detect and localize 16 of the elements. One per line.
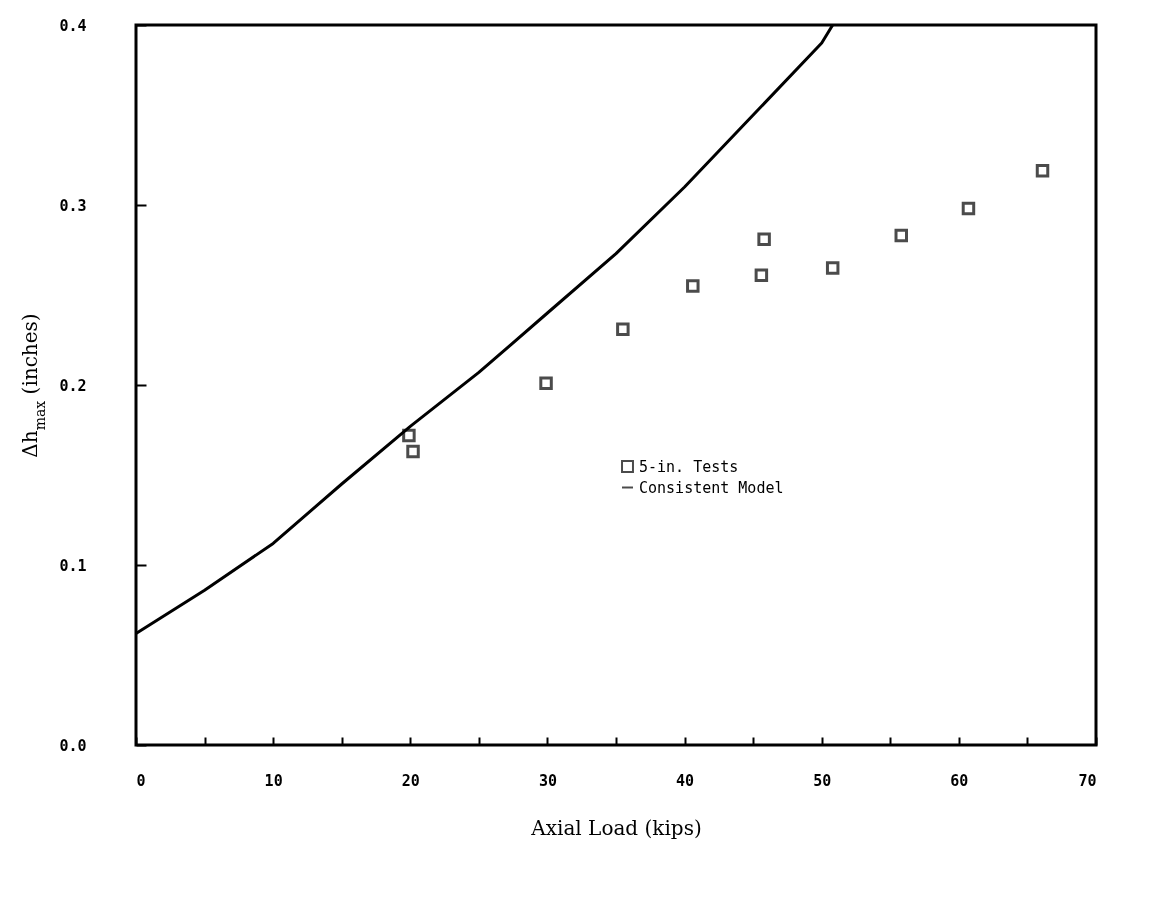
x-tick-label: 30 xyxy=(538,771,557,790)
y-tick-label: 0.0 xyxy=(59,736,87,755)
x-tick-label: 40 xyxy=(676,771,695,790)
y-tick-label: 0.1 xyxy=(59,556,87,575)
x-tick-label: 60 xyxy=(950,771,969,790)
y-tick-label: 0.4 xyxy=(59,16,87,35)
x-tick-label: 50 xyxy=(813,771,832,790)
x-tick-label: 0 xyxy=(136,771,146,790)
x-tick-label: 20 xyxy=(401,771,420,790)
legend-label: Consistent Model xyxy=(639,478,784,497)
x-tick-label: 70 xyxy=(1078,771,1097,790)
y-tick-label: 0.3 xyxy=(59,196,87,215)
x-tick-label: 10 xyxy=(264,771,283,790)
y-tick-label: 0.2 xyxy=(59,376,87,395)
x-axis-title: Axial Load (kips) xyxy=(530,815,702,840)
legend-label: 5-in. Tests xyxy=(639,457,739,476)
